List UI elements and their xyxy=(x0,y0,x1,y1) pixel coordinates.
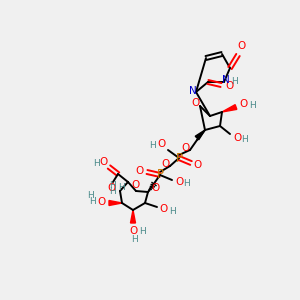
Text: O: O xyxy=(238,41,246,51)
Polygon shape xyxy=(130,210,136,223)
Text: P: P xyxy=(157,169,164,182)
Text: O: O xyxy=(135,166,143,176)
Text: N: N xyxy=(189,86,197,96)
Text: H: H xyxy=(110,188,116,196)
Polygon shape xyxy=(195,130,205,140)
Polygon shape xyxy=(109,200,122,206)
Text: O: O xyxy=(107,183,115,193)
Text: H: H xyxy=(232,76,238,85)
Text: H: H xyxy=(249,101,255,110)
Text: O: O xyxy=(97,197,105,207)
Text: H: H xyxy=(139,227,145,236)
Text: O: O xyxy=(157,139,165,149)
Text: O: O xyxy=(191,98,199,108)
Text: O: O xyxy=(194,160,202,170)
Text: O: O xyxy=(132,180,140,190)
Text: H: H xyxy=(118,184,125,193)
Text: H: H xyxy=(130,235,137,244)
Text: O: O xyxy=(240,99,248,109)
Text: O: O xyxy=(233,133,241,143)
Text: H: H xyxy=(169,206,176,215)
Text: O: O xyxy=(225,81,233,91)
Text: P: P xyxy=(176,152,182,164)
Text: H: H xyxy=(109,181,116,190)
Text: O: O xyxy=(151,183,159,193)
Text: O: O xyxy=(182,143,190,153)
Text: N: N xyxy=(222,75,230,85)
Text: H: H xyxy=(184,179,190,188)
Text: O: O xyxy=(161,159,169,169)
Text: O: O xyxy=(130,226,138,236)
Text: O: O xyxy=(175,177,183,187)
Text: O: O xyxy=(99,157,107,167)
Text: H: H xyxy=(87,190,93,200)
Polygon shape xyxy=(222,105,237,112)
Text: H: H xyxy=(148,140,155,149)
Text: H: H xyxy=(241,136,248,145)
Text: O: O xyxy=(160,204,168,214)
Text: H: H xyxy=(90,197,96,206)
Text: H: H xyxy=(93,160,99,169)
